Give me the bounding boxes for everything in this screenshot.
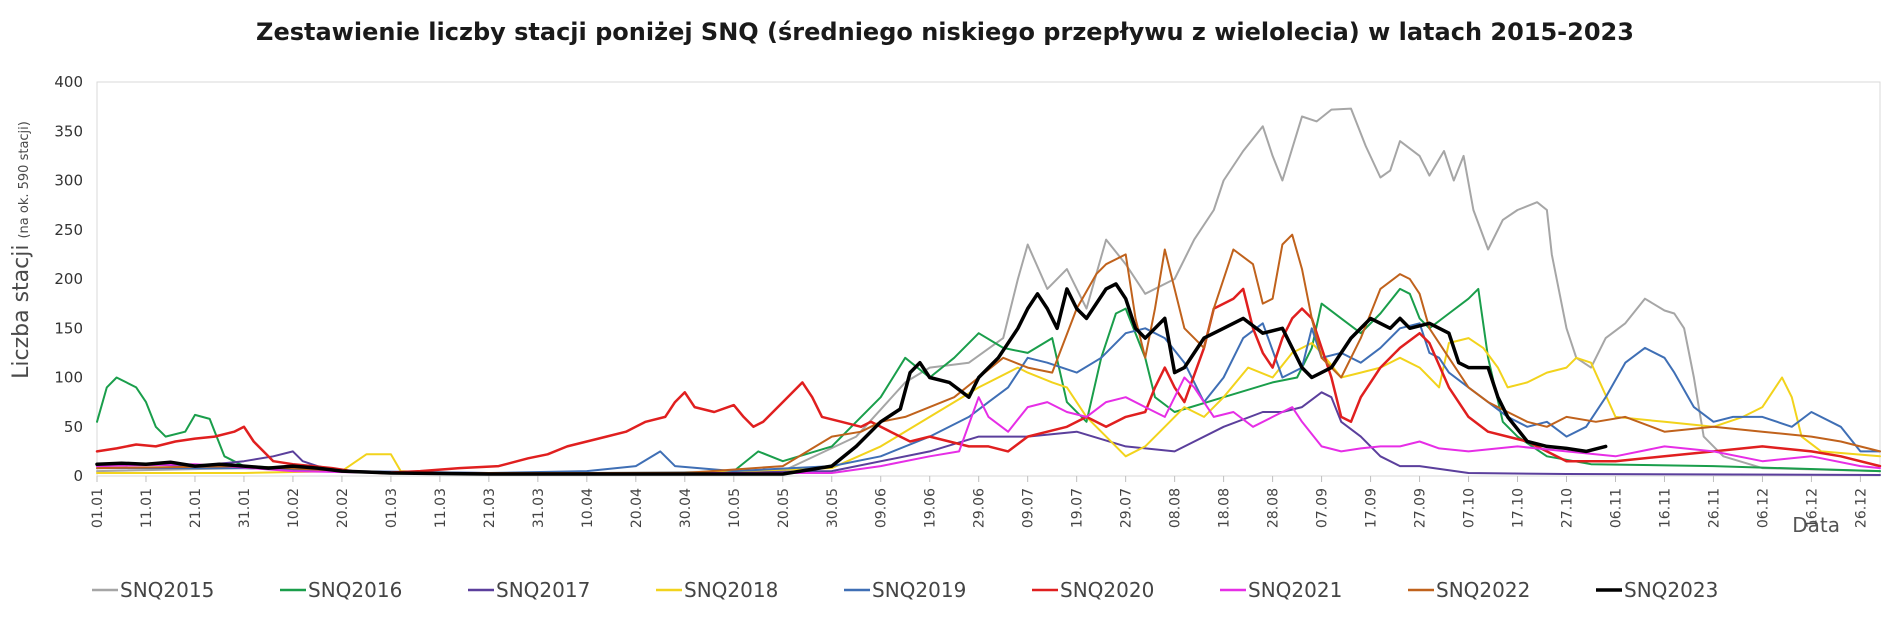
x-tick-label: 08.08 bbox=[1168, 488, 1184, 528]
legend-label: SNQ2021 bbox=[1248, 578, 1342, 602]
legend-item-snq2018: SNQ2018 bbox=[656, 578, 778, 602]
chart-title: Zestawienie liczby stacji poniżej SNQ (ś… bbox=[256, 18, 1634, 46]
x-tick-label: 10.02 bbox=[286, 488, 302, 528]
x-tick-label: 07.10 bbox=[1462, 488, 1478, 528]
x-tick-label: 26.12 bbox=[1853, 488, 1869, 528]
series-line-snq2022 bbox=[96, 233, 1881, 474]
x-tick-label: 01.03 bbox=[384, 488, 400, 528]
x-tick-label: 20.05 bbox=[776, 488, 792, 528]
y-tick-label: 100 bbox=[54, 369, 83, 387]
x-tick-label: 19.06 bbox=[923, 488, 939, 528]
legend-label: SNQ2020 bbox=[1060, 578, 1154, 602]
legend-label: SNQ2022 bbox=[1436, 578, 1530, 602]
x-tick-label: 29.07 bbox=[1119, 488, 1135, 528]
legend-item-snq2020: SNQ2020 bbox=[1032, 578, 1154, 602]
y-tick-label: 300 bbox=[54, 172, 83, 190]
y-axis-title: Liczba stacji bbox=[9, 245, 34, 379]
x-tick-label: 09.07 bbox=[1021, 488, 1037, 528]
y-tick-label: 0 bbox=[73, 467, 83, 485]
x-tick-label: 27.09 bbox=[1413, 488, 1429, 528]
x-tick-label: 11.03 bbox=[433, 488, 449, 528]
legend-item-snq2017: SNQ2017 bbox=[468, 578, 590, 602]
legend-label: SNQ2017 bbox=[496, 578, 590, 602]
series-line-snq2021 bbox=[96, 376, 1881, 474]
series-line-snq2019 bbox=[96, 322, 1881, 474]
legend-item-snq2022: SNQ2022 bbox=[1408, 578, 1530, 602]
x-tick-label: 06.12 bbox=[1755, 488, 1771, 528]
series-line-snq2023 bbox=[95, 282, 1608, 476]
y-axis-note: (na ok. 590 stacji) bbox=[17, 121, 32, 238]
x-tick-label: 17.10 bbox=[1511, 488, 1527, 528]
x-tick-label: 17.09 bbox=[1364, 488, 1380, 528]
legend-label: SNQ2016 bbox=[308, 578, 402, 602]
x-tick-label: 19.07 bbox=[1070, 488, 1086, 528]
y-axis: 0 50 100 150 200 250 300 350 400 bbox=[54, 73, 83, 485]
legend-item-snq2019: SNQ2019 bbox=[844, 578, 966, 602]
x-tick-label: 07.09 bbox=[1315, 488, 1331, 528]
plot-border bbox=[96, 81, 1881, 477]
legend-item-snq2021: SNQ2021 bbox=[1220, 578, 1342, 602]
y-tick-label: 150 bbox=[54, 319, 83, 337]
legend-item-snq2016: SNQ2016 bbox=[280, 578, 402, 602]
x-tick-label: 10.05 bbox=[727, 488, 743, 528]
series-line-snq2017 bbox=[96, 391, 1881, 476]
x-tick-label: 30.05 bbox=[825, 488, 841, 528]
x-tick-label: 28.08 bbox=[1266, 488, 1282, 528]
x-tick-label: 20.02 bbox=[335, 488, 351, 528]
x-axis-title: Data bbox=[1792, 513, 1840, 537]
x-tick-label: 16.11 bbox=[1657, 488, 1673, 528]
x-tick-label: 31.01 bbox=[237, 488, 253, 528]
x-axis: 01.01 11.01 21.01 31.01 10.02 20.02 01.03 11.03… bbox=[90, 476, 1869, 528]
x-tick-label: 20.04 bbox=[629, 488, 645, 528]
series-line-snq2016 bbox=[96, 287, 1881, 474]
x-tick-label: 27.10 bbox=[1560, 488, 1576, 528]
x-tick-label: 16.12 bbox=[1804, 488, 1820, 528]
x-tick-label: 01.01 bbox=[90, 488, 106, 528]
x-tick-label: 18.08 bbox=[1217, 488, 1233, 528]
x-tick-label: 29.06 bbox=[972, 488, 988, 528]
legend-label: SNQ2015 bbox=[120, 578, 214, 602]
series-line-snq2020 bbox=[95, 287, 1882, 475]
svg-text:Liczba stacji(na ok. 590 stacj: Liczba stacji (na ok. 590 stacji) bbox=[9, 121, 34, 379]
legend-item-snq2015: SNQ2015 bbox=[92, 578, 214, 602]
legend: SNQ2015 SNQ2016 SNQ2017 SNQ2018 SNQ2019 SNQ20… bbox=[92, 578, 1718, 602]
x-tick-label: 10.04 bbox=[580, 488, 596, 528]
x-tick-label: 21.03 bbox=[482, 488, 498, 528]
legend-label: SNQ2018 bbox=[684, 578, 778, 602]
x-tick-label: 30.04 bbox=[678, 488, 694, 528]
y-axis-label: Liczba stacji (na ok. 590 stacji) bbox=[9, 121, 34, 379]
x-tick-label: 31.03 bbox=[531, 488, 547, 528]
y-tick-label: 250 bbox=[54, 221, 83, 239]
plot-area bbox=[96, 81, 1881, 477]
x-tick-label: 11.01 bbox=[139, 488, 155, 528]
y-tick-label: 200 bbox=[54, 270, 83, 288]
x-tick-label: 09.06 bbox=[874, 488, 890, 528]
legend-label: SNQ2019 bbox=[872, 578, 966, 602]
legend-label: SNQ2023 bbox=[1624, 578, 1718, 602]
legend-item-snq2023: SNQ2023 bbox=[1596, 578, 1718, 602]
x-tick-label: 06.11 bbox=[1608, 488, 1624, 528]
y-tick-label: 400 bbox=[54, 73, 83, 91]
series-layer bbox=[95, 107, 1882, 476]
series-line-snq2015 bbox=[96, 107, 1881, 474]
x-tick-label: 21.01 bbox=[188, 488, 204, 528]
series-line-snq2018 bbox=[96, 337, 1881, 474]
y-tick-label: 350 bbox=[54, 122, 83, 140]
y-tick-label: 50 bbox=[64, 418, 83, 436]
x-tick-label: 26.11 bbox=[1706, 488, 1722, 528]
